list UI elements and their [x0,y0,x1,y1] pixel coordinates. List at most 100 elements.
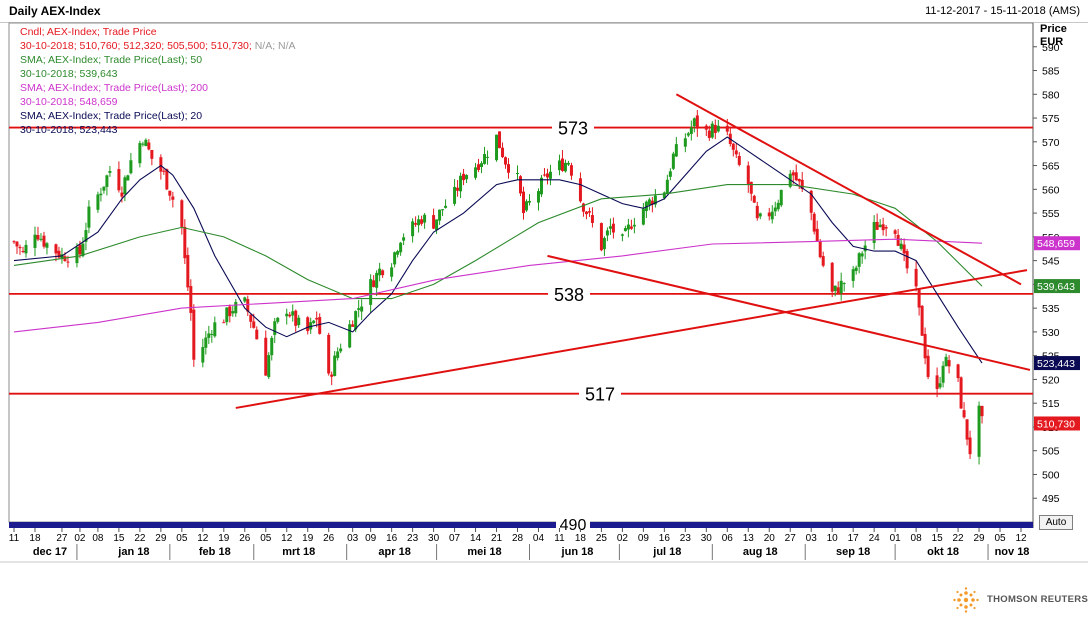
candle-body [608,226,612,229]
candle-body [731,143,735,150]
candle-body [668,171,672,177]
candle-body [797,179,801,182]
candle-body [821,256,825,266]
level-label-517: 517 [585,385,615,405]
candle-body [312,320,316,323]
candle-body [213,322,217,337]
x-tick-label: 05 [176,533,188,544]
candle-body [267,355,271,378]
candle-body [186,255,190,288]
candle-body [794,172,798,181]
candle-body [962,410,966,418]
candle-body [15,241,19,247]
candle-body [138,143,142,164]
candle-body [935,375,939,389]
candle-body [231,311,235,314]
x-tick-label: 26 [323,533,335,544]
candle-body [563,162,567,172]
candle-body [36,235,40,240]
candle-body [459,175,463,192]
time-axis-bar [9,522,1033,528]
candle-body [917,289,921,308]
candle-body [249,314,253,322]
candle-body [647,199,651,205]
sma200-line [13,238,983,333]
candle-body [674,144,678,157]
x-tick-label: 30 [701,533,713,544]
candle-body [938,383,942,388]
candle-body [351,324,355,327]
candle-body [689,127,693,134]
x-tick-label: 04 [533,533,545,544]
candle-body [477,164,481,170]
candle-body [381,270,385,276]
level-label-bg [552,117,594,138]
x-tick-label: 18 [575,533,587,544]
y-tick-label: 560 [1042,184,1060,196]
legend-candle-na: N/A; N/A [254,40,296,52]
candle-body [354,311,358,330]
candle-body [144,139,148,147]
candle-body [920,305,924,336]
last-value-label: 539,643 [1037,281,1075,293]
candle-body [644,201,648,212]
candle-body [207,333,211,338]
x-tick-label: 15 [932,533,944,544]
candle-body [183,226,187,259]
x-tick-label: 27 [785,533,797,544]
candle-body [432,215,436,229]
y-tick-label: 495 [1042,493,1060,505]
candle-body [584,211,588,215]
candle-body [141,143,145,145]
candle-body [767,212,771,217]
candle-body [474,167,478,178]
candle-body [605,230,609,236]
candle-body [462,173,466,181]
legend-sma20-label: SMA; AEX-Index; Trade Price(Last); 20 [20,110,203,122]
candle-body [33,234,37,248]
candle-body [75,246,79,264]
candle-body [204,337,208,348]
candle-body [465,175,469,180]
candle-body [39,238,43,240]
candle-body [734,150,738,155]
x-tick-label: 14 [470,533,482,544]
candle-body [926,355,930,377]
candle-body [165,169,169,190]
level-label-bg [548,283,590,304]
candle-body [318,317,322,334]
candle-body [285,313,289,317]
candle-body [150,149,154,159]
candle-body [330,374,334,377]
month-label: jan 18 [117,546,149,558]
candle-body [276,317,280,322]
candle-body [725,125,729,132]
candle-body [42,235,46,247]
candle-body [773,207,777,212]
candle-body [536,191,540,203]
y-tick-label: 505 [1042,446,1060,458]
candle-body [372,280,376,287]
candle-body [830,262,834,292]
candle-body [980,405,984,417]
legend-sma20-value: 30-10-2018; 523,443 [20,124,118,136]
candle-body [779,189,783,206]
x-tick-label: 18 [29,533,41,544]
y-tick-label: 555 [1042,208,1060,220]
candle-body [683,138,687,147]
candle-body [560,158,564,171]
candle-body [611,223,615,233]
candle-body [881,224,885,231]
candle-body [84,230,88,242]
x-tick-label: 16 [659,533,671,544]
date-range: 11-12-2017 - 15-11-2018 (AMS) [925,5,1080,17]
candle-body [102,186,106,191]
candle-body [168,190,172,196]
candle-body [578,178,582,202]
auto-scale-button[interactable]: Auto [1039,515,1073,530]
x-tick-label: 09 [638,533,650,544]
candle-body [501,147,505,158]
candle-body [423,214,427,223]
